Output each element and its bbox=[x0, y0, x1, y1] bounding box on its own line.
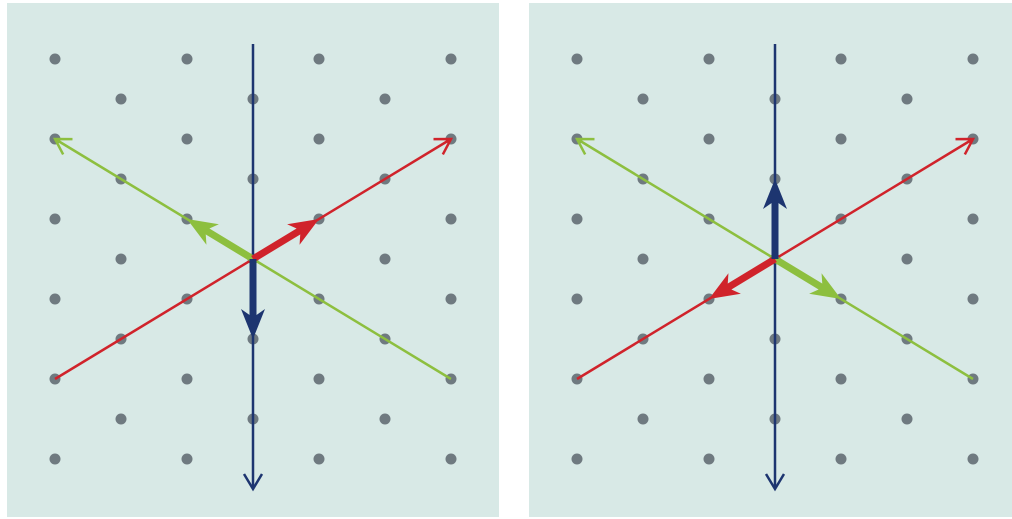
green-vector-head bbox=[809, 273, 841, 299]
lattice-dot bbox=[901, 93, 913, 105]
lattice-dot bbox=[571, 53, 583, 65]
lattice-dot bbox=[637, 93, 649, 105]
lattice-dot bbox=[379, 93, 391, 105]
lattice-dot bbox=[637, 413, 649, 425]
panel-left bbox=[7, 3, 499, 517]
lattice-dot bbox=[49, 53, 61, 65]
lattice-dot bbox=[379, 413, 391, 425]
lattice-dot bbox=[115, 413, 127, 425]
lattice-dot bbox=[967, 453, 979, 465]
red-vector-head bbox=[287, 219, 319, 245]
lattice-dot bbox=[703, 53, 715, 65]
lattice-dot bbox=[379, 253, 391, 265]
blue-vector-head bbox=[241, 309, 265, 339]
lattice-dot bbox=[313, 453, 325, 465]
green-axis-arrowhead bbox=[52, 137, 73, 156]
red-axis-arrowhead bbox=[433, 137, 454, 156]
lattice-dot bbox=[571, 293, 583, 305]
lattice-dot bbox=[967, 213, 979, 225]
lattice-dot bbox=[835, 453, 847, 465]
blue-axis-arrowhead bbox=[764, 473, 786, 492]
lattice-dot bbox=[637, 253, 649, 265]
red-axis-arrowhead bbox=[955, 137, 976, 156]
lattice-dot bbox=[313, 133, 325, 145]
lattice-dot bbox=[445, 53, 457, 65]
green-vector-shaft bbox=[773, 256, 826, 292]
lattice-dot bbox=[181, 373, 193, 385]
lattice-dot bbox=[703, 133, 715, 145]
lattice-dot bbox=[835, 53, 847, 65]
lattice-dot bbox=[49, 213, 61, 225]
lattice-dot bbox=[181, 53, 193, 65]
lattice-dot bbox=[445, 293, 457, 305]
lattice-dot bbox=[901, 253, 913, 265]
lattice-dot bbox=[901, 413, 913, 425]
red-vector-shaft bbox=[251, 226, 304, 262]
lattice-dot bbox=[445, 453, 457, 465]
red-vector-shaft bbox=[724, 256, 777, 292]
lattice-dot bbox=[835, 373, 847, 385]
lattice-dot bbox=[115, 93, 127, 105]
red-vector-head bbox=[709, 273, 741, 299]
green-axis-arrowhead bbox=[574, 137, 595, 156]
blue-vector-head bbox=[763, 179, 787, 209]
green-vector-shaft bbox=[202, 226, 255, 262]
lattice-dot bbox=[571, 213, 583, 225]
lattice-dot bbox=[181, 133, 193, 145]
lattice-dot bbox=[49, 453, 61, 465]
lattice-dot bbox=[313, 53, 325, 65]
lattice-dot bbox=[967, 293, 979, 305]
panel-right bbox=[529, 3, 1012, 517]
lattice-dot bbox=[703, 453, 715, 465]
green-vector-head bbox=[187, 219, 219, 245]
lattice-dot bbox=[571, 453, 583, 465]
lattice-dot bbox=[703, 373, 715, 385]
lattice-dot bbox=[445, 213, 457, 225]
lattice-dot bbox=[967, 53, 979, 65]
lattice-dot bbox=[313, 373, 325, 385]
lattice-dot bbox=[49, 293, 61, 305]
lattice-dot bbox=[835, 133, 847, 145]
blue-axis-arrowhead bbox=[242, 473, 264, 492]
lattice-dot bbox=[115, 253, 127, 265]
lattice-dot bbox=[181, 453, 193, 465]
